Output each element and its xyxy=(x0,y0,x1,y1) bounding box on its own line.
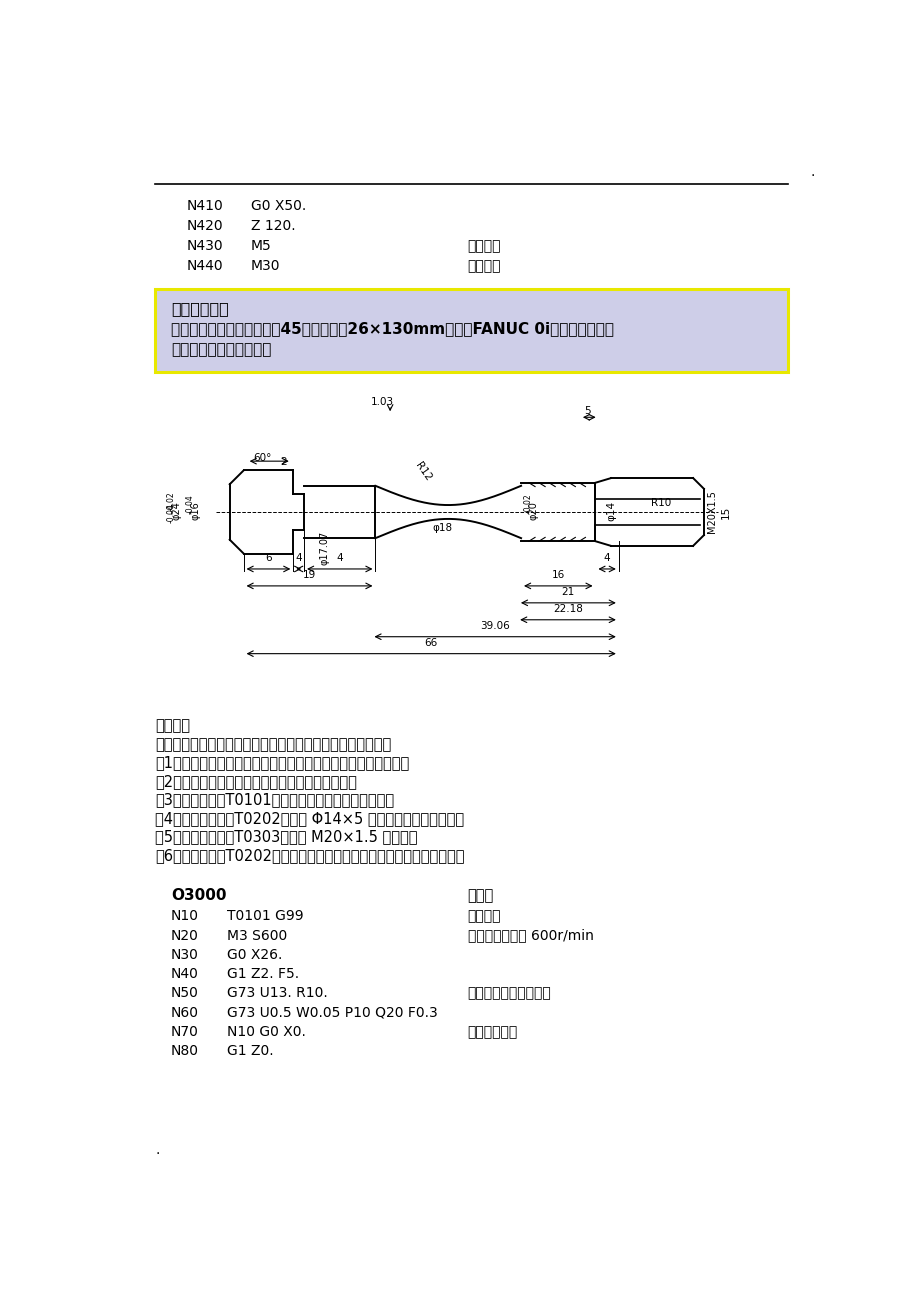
Text: 如图所示的零件图，材料为45逢。毛块为26×130mm，试用FANUC 0i系统数控车床编: 如图所示的零件图，材料为45逢。毛块为26×130mm，试用FANUC 0i系统… xyxy=(171,322,613,336)
Text: G73 U13. R10.: G73 U13. R10. xyxy=(227,987,328,1000)
Text: 选择尖刀: 选择尖刀 xyxy=(467,909,501,923)
Text: -0.02: -0.02 xyxy=(523,493,532,513)
Text: （6）用切槽刀（T0202）加工右竺台阶并将工件从毛块上切下，修竺面。: （6）用切槽刀（T0202）加工右竺台阶并将工件从毛块上切下，修竺面。 xyxy=(155,848,464,863)
Text: G1 Z2. F5.: G1 Z2. F5. xyxy=(227,967,300,980)
Text: 66: 66 xyxy=(424,638,437,647)
Text: N10 G0 X0.: N10 G0 X0. xyxy=(227,1025,306,1039)
Text: （1）工件坐标系选在工件右竺面的中心，且在三爪卡盘上装夹；: （1）工件坐标系选在工件右竺面的中心，且在三爪卡盘上装夹； xyxy=(155,755,409,771)
Text: 4: 4 xyxy=(295,553,301,562)
Text: R12: R12 xyxy=(413,461,433,483)
Text: G1 Z0.: G1 Z0. xyxy=(227,1044,274,1059)
Text: 15: 15 xyxy=(720,505,730,518)
Text: N50: N50 xyxy=(171,987,199,1000)
Text: -0.04: -0.04 xyxy=(186,495,195,514)
Text: R10: R10 xyxy=(651,497,671,508)
Text: 22.18: 22.18 xyxy=(552,604,583,613)
Text: 主轴停转: 主轴停转 xyxy=(467,240,501,254)
Text: 粗加工外轮廓复合循环: 粗加工外轮廓复合循环 xyxy=(467,987,550,1000)
Text: 程序名: 程序名 xyxy=(467,888,494,902)
Text: N430: N430 xyxy=(186,240,222,254)
Text: -0.04: -0.04 xyxy=(167,504,176,523)
Text: 5: 5 xyxy=(584,406,590,417)
Text: M5: M5 xyxy=(250,240,271,254)
Text: T0101 G99: T0101 G99 xyxy=(227,909,303,923)
FancyBboxPatch shape xyxy=(155,289,787,372)
Text: 16: 16 xyxy=(551,570,564,579)
Text: 2: 2 xyxy=(280,457,287,466)
Text: 19: 19 xyxy=(302,570,316,579)
Text: 循环体起始段: 循环体起始段 xyxy=(467,1025,517,1039)
Text: 【综合案例】: 【综合案例】 xyxy=(171,301,228,316)
Text: O3000: O3000 xyxy=(171,888,226,902)
Text: M30: M30 xyxy=(250,259,279,273)
Text: N70: N70 xyxy=(171,1025,199,1039)
Text: N420: N420 xyxy=(186,219,222,233)
Text: （5）选择螺纹刀（T0303）加工 M20×1.5 的螺纹；: （5）选择螺纹刀（T0303）加工 M20×1.5 的螺纹； xyxy=(155,829,417,844)
Text: G73 U0.5 W0.05 P10 Q20 F0.3: G73 U0.5 W0.05 P10 Q20 F0.3 xyxy=(227,1005,437,1019)
Text: φ24: φ24 xyxy=(172,501,182,519)
Text: 程指令编制其加工程序。: 程指令编制其加工程序。 xyxy=(171,342,271,358)
Text: N30: N30 xyxy=(171,948,199,962)
Text: .: . xyxy=(155,1143,160,1157)
Text: 4: 4 xyxy=(603,553,610,562)
Text: -0.02: -0.02 xyxy=(167,491,176,510)
Text: N440: N440 xyxy=(186,259,222,273)
Text: φ16: φ16 xyxy=(190,501,200,519)
Text: φ20: φ20 xyxy=(528,501,538,519)
Text: M3 S600: M3 S600 xyxy=(227,928,288,943)
Text: 39.06: 39.06 xyxy=(480,621,509,630)
Text: 程序结束: 程序结束 xyxy=(467,259,501,273)
Text: N40: N40 xyxy=(171,967,199,980)
Text: φ18: φ18 xyxy=(432,523,451,533)
Text: Z 120.: Z 120. xyxy=(250,219,295,233)
Text: N80: N80 xyxy=(171,1044,199,1059)
Text: G0 X26.: G0 X26. xyxy=(227,948,282,962)
Text: N60: N60 xyxy=(171,1005,199,1019)
Text: 案例分析: 案例分析 xyxy=(155,719,190,733)
Text: .: . xyxy=(810,165,814,180)
Text: 6: 6 xyxy=(265,553,271,562)
Text: 60°: 60° xyxy=(253,453,271,464)
Text: N20: N20 xyxy=(171,928,199,943)
Text: 4: 4 xyxy=(336,553,343,562)
Text: （3）选择尖刀（T0101）加工外轮廓，分粗、精加工；: （3）选择尖刀（T0101）加工外轮廓，分粗、精加工； xyxy=(155,792,394,807)
Text: （2）以工件坐标系为参照，确定各基点的坐标值；: （2）以工件坐标系为参照，确定各基点的坐标值； xyxy=(155,773,357,789)
Text: 21: 21 xyxy=(562,587,574,596)
Text: 1.03: 1.03 xyxy=(370,397,393,408)
Text: 分析零件图纸和数控车床的加工特点，其加工工艺方案如下：: 分析零件图纸和数控车床的加工特点，其加工工艺方案如下： xyxy=(155,737,391,751)
Text: 主轴正转，转速 600r/min: 主轴正转，转速 600r/min xyxy=(467,928,593,943)
Text: G0 X50.: G0 X50. xyxy=(250,199,305,214)
Text: φ17.07: φ17.07 xyxy=(319,530,329,565)
Text: φ14: φ14 xyxy=(606,500,616,521)
Text: N10: N10 xyxy=(171,909,199,923)
Text: M20X1.5: M20X1.5 xyxy=(706,491,716,534)
Text: （4）选择切槽刀（T0202）加工 Φ14×5 的螺纹退刀槽和梯形槽；: （4）选择切槽刀（T0202）加工 Φ14×5 的螺纹退刀槽和梯形槽； xyxy=(155,811,464,825)
Text: N410: N410 xyxy=(186,199,222,214)
